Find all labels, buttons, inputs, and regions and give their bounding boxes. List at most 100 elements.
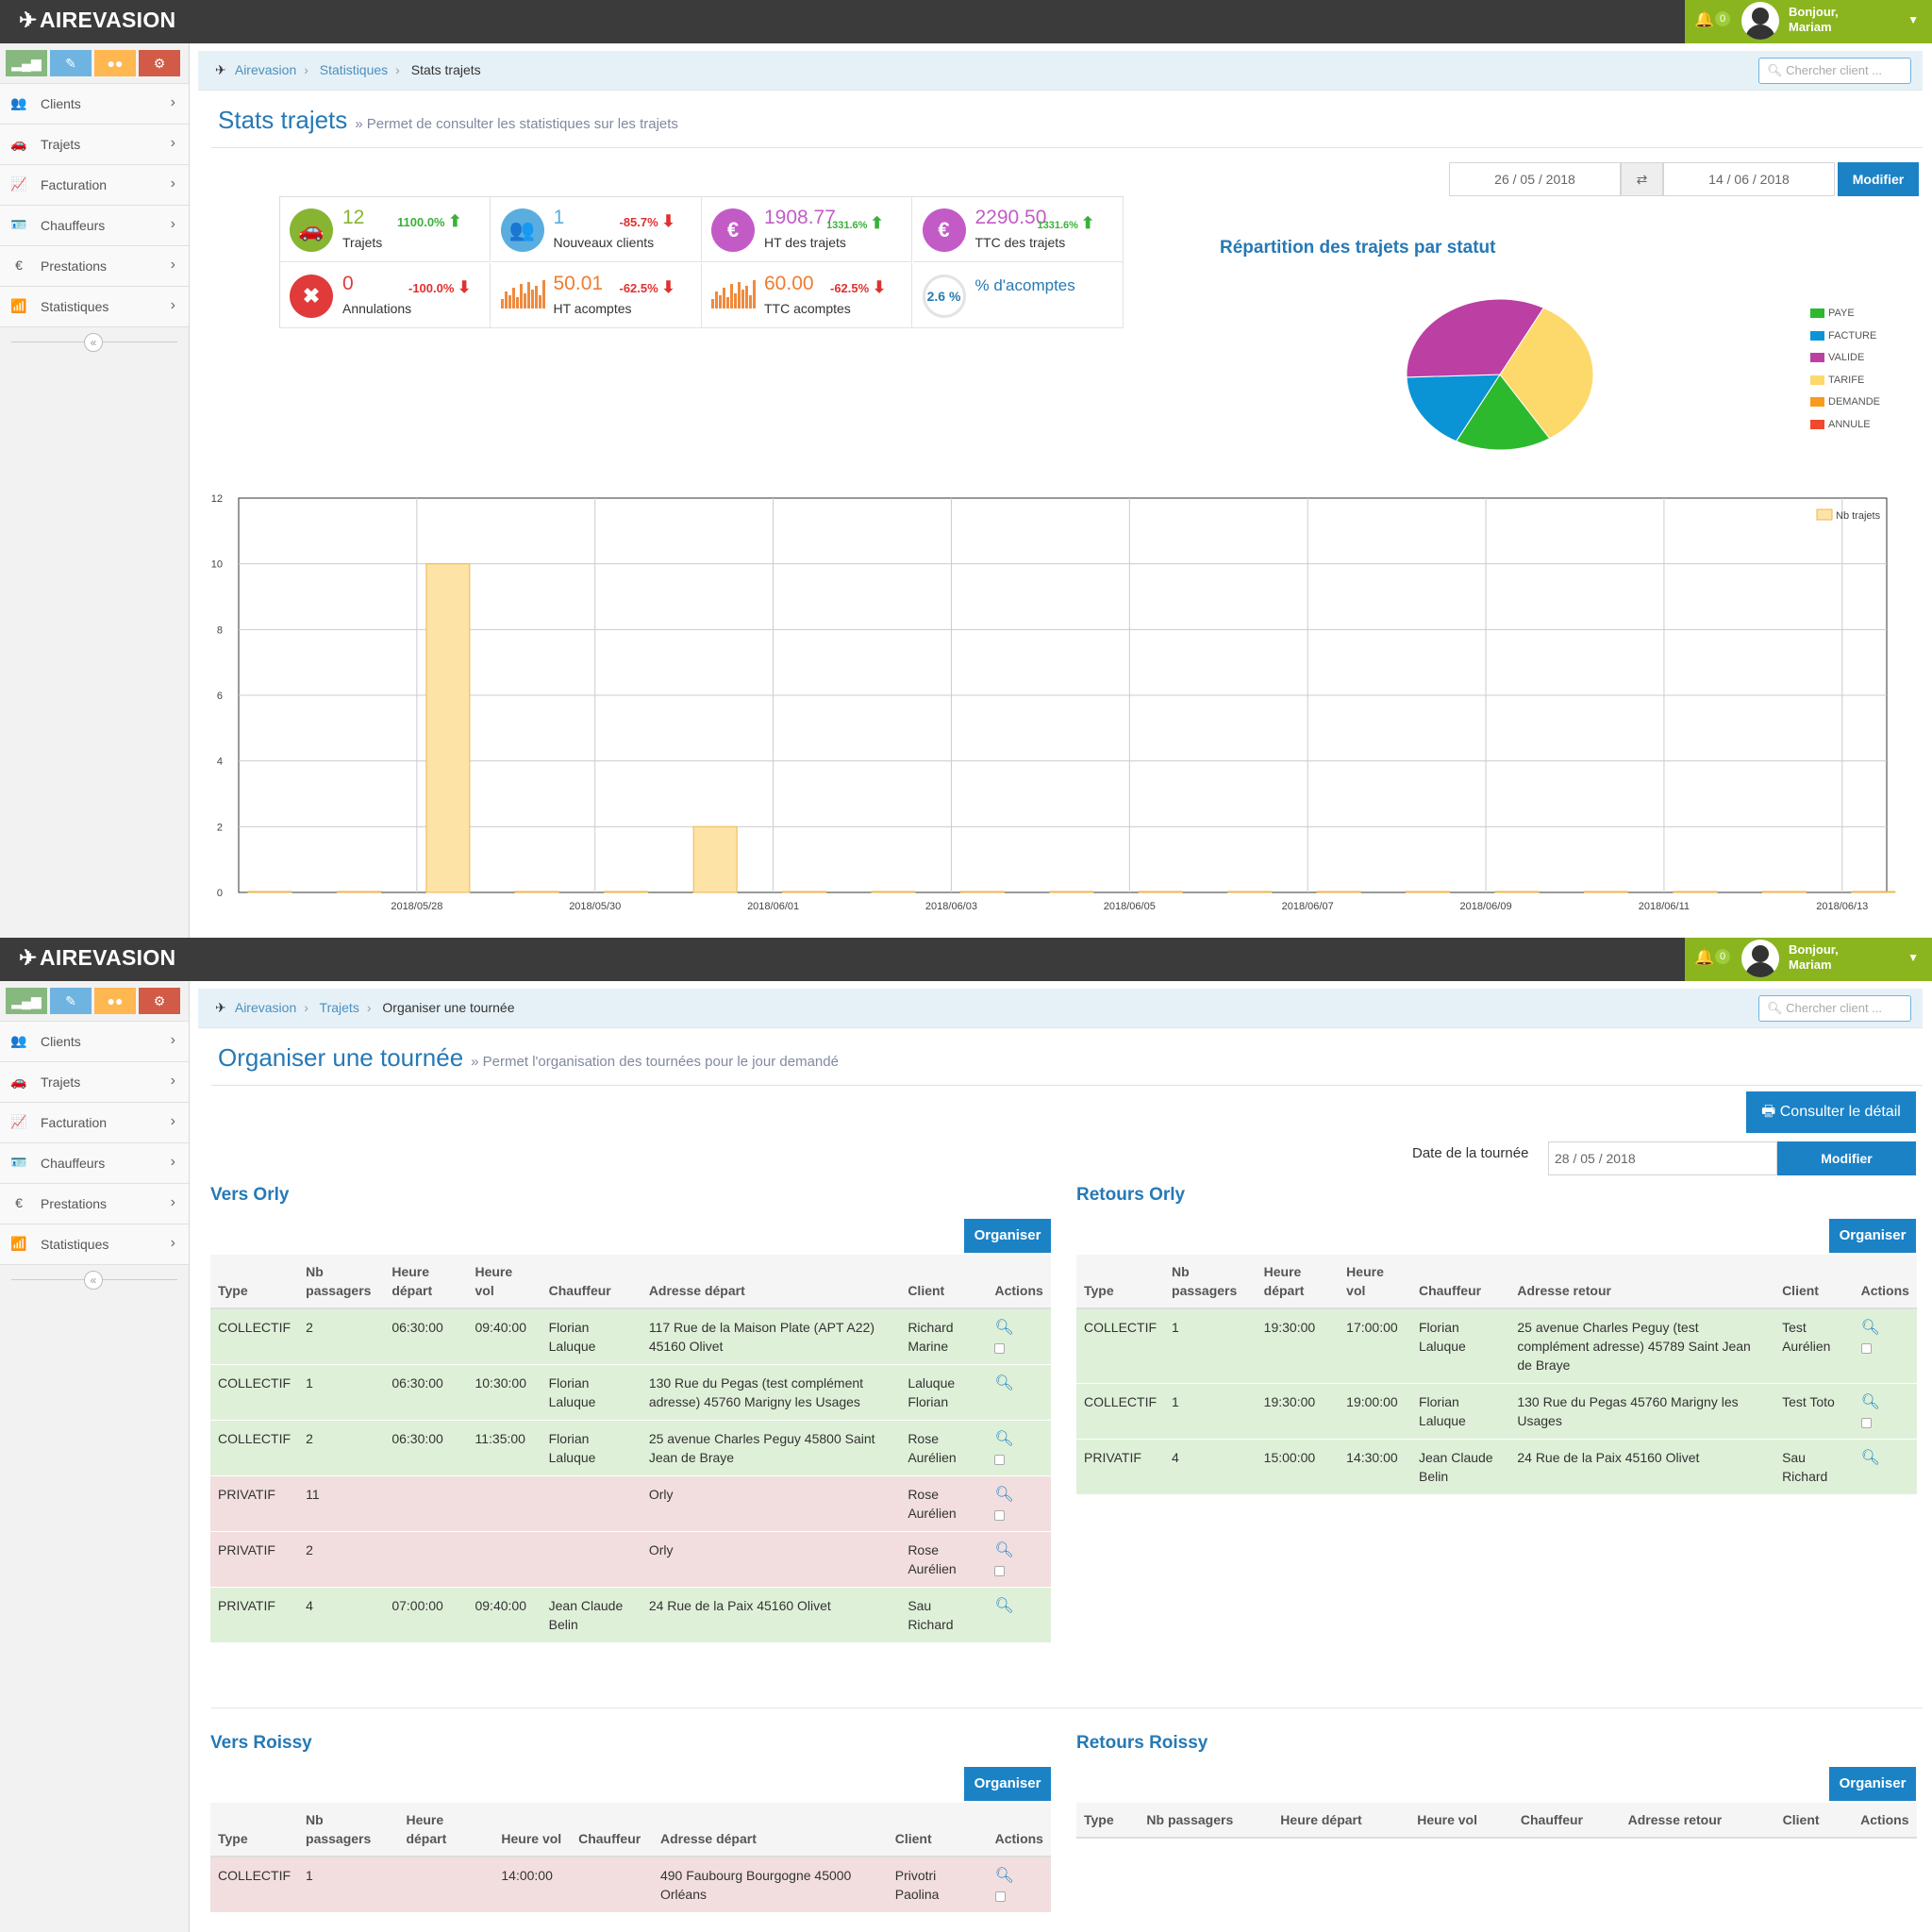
sidebar-item-facturation[interactable]: 📈 Facturation › [0,164,189,205]
modify-button[interactable]: Modifier [1838,162,1919,196]
brand-logo[interactable]: ✈ AIREVASION [19,8,175,33]
zoom-in-icon[interactable]: 🔍︎ [994,1487,1014,1503]
row-checkbox[interactable] [994,1891,1006,1902]
column-header[interactable]: Heure départ [1256,1255,1340,1309]
column-header[interactable]: Client [900,1255,988,1309]
pencil-shortcut-icon[interactable]: ✎ [50,988,92,1014]
zoom-in-icon[interactable]: 🔍︎ [994,1375,1014,1391]
tour-date-input[interactable]: 28 / 05 / 2018 [1548,1141,1777,1175]
column-header[interactable]: Nb passagers [298,1255,385,1309]
sidebar-item-clients[interactable]: 👥 Clients › [0,83,189,124]
column-header[interactable]: Client [887,1803,988,1857]
column-header[interactable]: Heure vol [1339,1255,1411,1309]
row-checkbox[interactable] [994,1455,1006,1465]
legend-item[interactable]: PAYE [1810,308,1880,330]
breadcrumb-link-home[interactable]: Airevasion [234,1000,297,1015]
column-header[interactable]: Type [210,1255,299,1309]
column-header[interactable]: Adresse retour [1620,1803,1775,1839]
sidebar-item-chauffeurs[interactable]: 🪪 Chauffeurs › [0,1142,189,1183]
breadcrumb-link-section[interactable]: Statistiques [319,62,389,77]
date-to-input[interactable]: 14 / 06 / 2018 [1663,162,1835,196]
column-header[interactable]: Actions [1853,1255,1917,1309]
organise-button-vers-roissy[interactable]: Organiser [964,1767,1051,1801]
cogs-shortcut-icon[interactable]: ⚙ [139,988,180,1014]
legend-item[interactable]: FACTURE [1810,330,1880,353]
signal-shortcut-icon[interactable]: ▂▄▆ [6,988,47,1014]
sidebar-item-prestations[interactable]: € Prestations › [0,1183,189,1224]
column-header[interactable]: Actions [1853,1803,1917,1839]
column-header[interactable]: Heure départ [398,1803,494,1857]
sidebar-item-clients[interactable]: 👥 Clients › [0,1021,189,1061]
pencil-shortcut-icon[interactable]: ✎ [50,50,92,76]
column-header[interactable]: Type [210,1803,299,1857]
column-header[interactable]: Client [1774,1255,1854,1309]
zoom-in-icon[interactable]: 🔍︎ [1860,1394,1880,1410]
zoom-in-icon[interactable]: 🔍︎ [1860,1320,1880,1336]
row-checkbox[interactable] [994,1343,1006,1354]
column-header[interactable]: Adresse départ [641,1255,901,1309]
column-header[interactable]: Heure vol [493,1803,572,1857]
sidebar-item-statistiques[interactable]: 📶 Statistiques › [0,1224,189,1264]
zoom-in-icon[interactable]: 🔍︎ [1860,1450,1880,1466]
brand-logo[interactable]: ✈ AIREVASION [19,945,175,971]
users-shortcut-icon[interactable]: ●● [94,50,136,76]
row-checkbox[interactable] [1860,1418,1872,1428]
cogs-shortcut-icon[interactable]: ⚙ [139,50,180,76]
zoom-in-icon[interactable]: 🔍︎ [994,1320,1014,1336]
legend-item[interactable]: DEMANDE [1810,396,1880,419]
users-shortcut-icon[interactable]: ●● [94,988,136,1014]
consult-detail-button[interactable]: 🖶 Consulter le détail [1746,1091,1916,1133]
stat-label: Annulations [342,300,412,316]
column-header[interactable]: Heure départ [1273,1803,1410,1839]
column-header[interactable]: Heure vol [1409,1803,1513,1839]
column-header[interactable]: Type [1076,1803,1140,1839]
column-header[interactable]: Heure vol [467,1255,541,1309]
search-input[interactable]: 🔍︎ Chercher client ... [1758,58,1911,84]
column-header[interactable]: Adresse départ [652,1803,888,1857]
notifications[interactable]: 🔔 0 [1685,0,1738,43]
column-header[interactable]: Heure départ [384,1255,468,1309]
organise-button-retours-orly[interactable]: Organiser [1829,1219,1916,1253]
legend-item[interactable]: VALIDE [1810,352,1880,375]
zoom-in-icon[interactable]: 🔍︎ [994,1542,1014,1558]
column-header[interactable]: Adresse retour [1509,1255,1775,1309]
sidebar-collapse[interactable]: « [0,326,189,357]
column-header[interactable]: Chauffeur [541,1255,641,1309]
sidebar-item-prestations[interactable]: € Prestations › [0,245,189,286]
search-input[interactable]: 🔍︎ Chercher client ... [1758,995,1911,1022]
column-header[interactable]: Chauffeur [571,1803,653,1857]
column-header[interactable]: Nb passagers [1164,1255,1257,1309]
column-header[interactable]: Actions [987,1803,1051,1857]
sidebar-item-trajets[interactable]: 🚗 Trajets › [0,124,189,164]
legend-item[interactable]: TARIFE [1810,375,1880,397]
breadcrumb-link-home[interactable]: Airevasion [234,62,297,77]
legend-item[interactable]: ANNULE [1810,419,1880,441]
column-header[interactable]: Chauffeur [1410,1255,1510,1309]
sidebar-item-facturation[interactable]: 📈 Facturation › [0,1102,189,1142]
column-header[interactable]: Chauffeur [1512,1803,1621,1839]
column-header[interactable]: Nb passagers [298,1803,399,1857]
sidebar-collapse[interactable]: « [0,1264,189,1294]
zoom-in-icon[interactable]: 🔍︎ [994,1868,1014,1884]
date-from-input[interactable]: 26 / 05 / 2018 [1449,162,1621,196]
user-menu[interactable]: Bonjour, Mariam ▼ [1738,938,1932,981]
zoom-in-icon[interactable]: 🔍︎ [994,1431,1014,1447]
zoom-in-icon[interactable]: 🔍︎ [994,1598,1014,1614]
row-checkbox[interactable] [1860,1343,1872,1354]
modify-button[interactable]: Modifier [1777,1141,1916,1175]
sidebar-item-trajets[interactable]: 🚗 Trajets › [0,1061,189,1102]
column-header[interactable]: Client [1774,1803,1854,1839]
signal-shortcut-icon[interactable]: ▂▄▆ [6,50,47,76]
user-menu[interactable]: Bonjour, Mariam ▼ [1738,0,1932,43]
column-header[interactable]: Nb passagers [1139,1803,1274,1839]
sidebar-item-statistiques[interactable]: 📶 Statistiques › [0,286,189,326]
organise-button-retours-roissy[interactable]: Organiser [1829,1767,1916,1801]
column-header[interactable]: Actions [987,1255,1051,1309]
breadcrumb-link-section[interactable]: Trajets [319,1000,359,1015]
row-checkbox[interactable] [994,1510,1006,1521]
organise-button-vers-orly[interactable]: Organiser [964,1219,1051,1253]
row-checkbox[interactable] [994,1566,1006,1576]
column-header[interactable]: Type [1076,1255,1165,1309]
sidebar-item-chauffeurs[interactable]: 🪪 Chauffeurs › [0,205,189,245]
notifications[interactable]: 🔔 0 [1685,938,1738,981]
